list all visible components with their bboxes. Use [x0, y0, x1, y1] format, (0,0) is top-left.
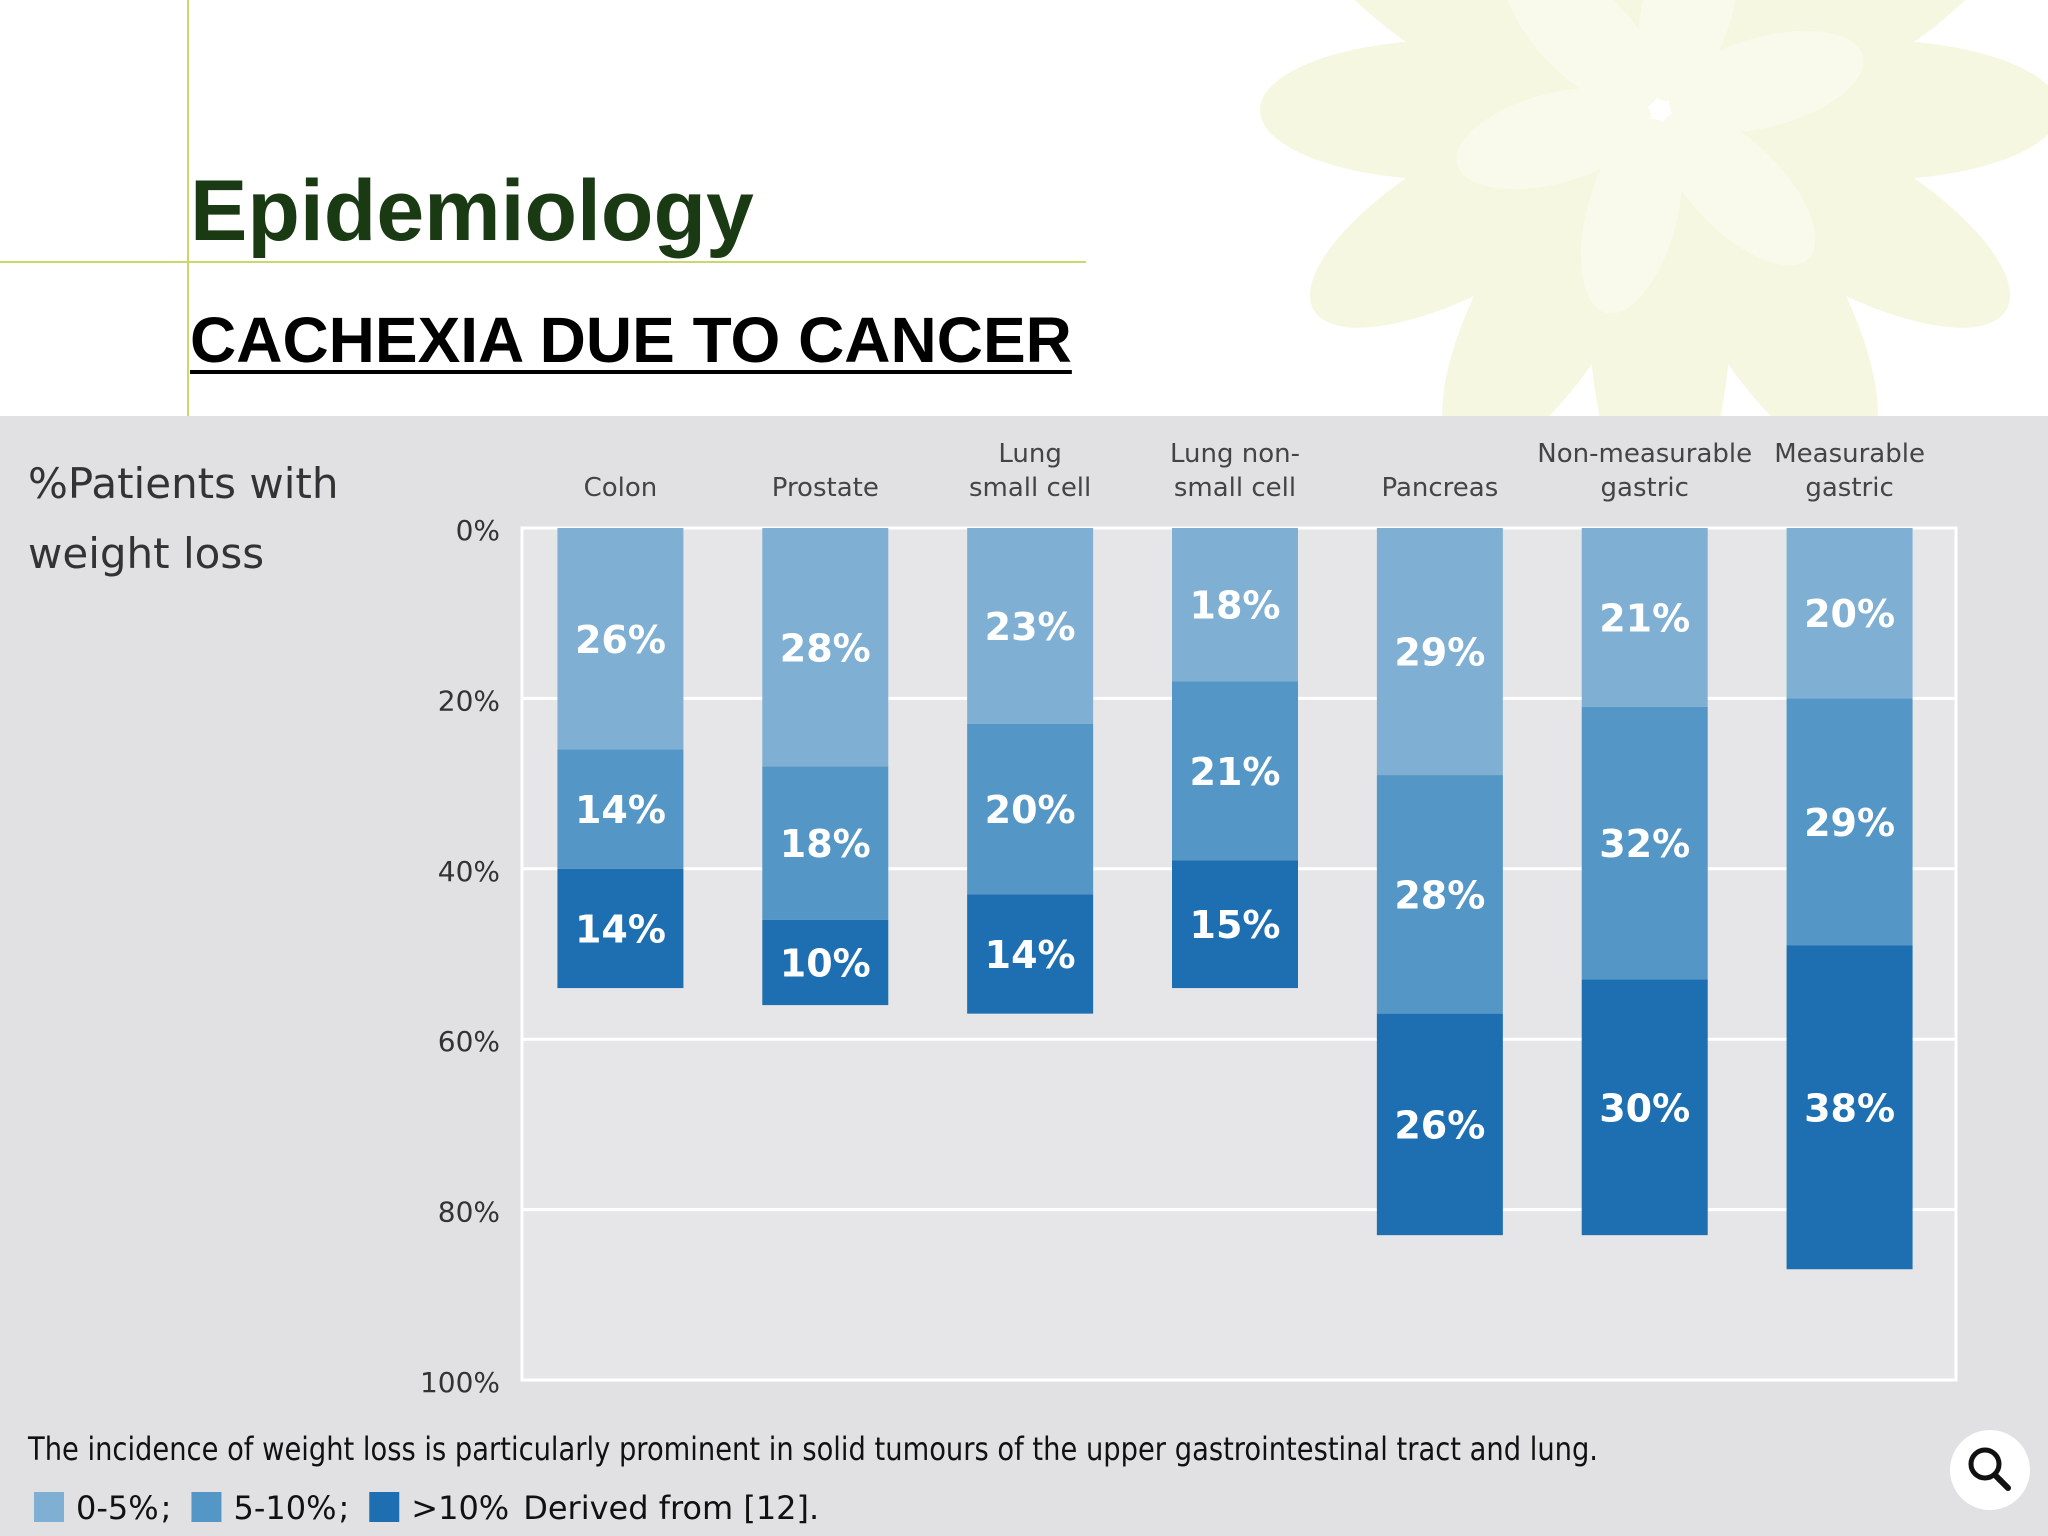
legend-label: >10%	[411, 1489, 509, 1527]
bar-segment	[1172, 528, 1298, 682]
category-label: Lung non-	[1170, 439, 1300, 469]
slide-subtitle: CACHEXIA DUE TO CANCER	[190, 304, 1072, 376]
bar-segment	[1786, 528, 1913, 699]
legend-separator: ;	[161, 1489, 172, 1527]
bar-value-label: 28%	[780, 626, 871, 670]
bar-segment	[967, 528, 1094, 724]
y-tick-label: 20%	[438, 684, 500, 717]
bar-value-label: 21%	[1190, 750, 1281, 794]
stacked-bar-chart: 0% 20% 40% 60% 80% 100% %Patients with weight l…	[27, 439, 1958, 1527]
y-tick-label: 100%	[420, 1366, 500, 1399]
category-label: gastric	[1601, 473, 1689, 503]
bar-value-label: 10%	[780, 942, 871, 986]
category-label: Prostate	[772, 473, 879, 503]
legend-source-note: Derived from [12].	[523, 1489, 819, 1527]
bar-segment	[762, 919, 889, 1006]
bar-value-label: 28%	[1394, 873, 1485, 917]
category-label: Lung	[998, 439, 1062, 469]
bar-segment	[1581, 706, 1708, 980]
chart-caption: The incidence of weight loss is particul…	[27, 1430, 1598, 1468]
y-tick-label: 80%	[438, 1196, 500, 1229]
bar-value-label: 14%	[985, 933, 1076, 977]
legend-swatch	[191, 1492, 222, 1522]
bar-segment	[1581, 528, 1708, 707]
y-axis-label: %Patients with	[28, 459, 339, 508]
bar-segment	[967, 723, 1094, 895]
category-label: Colon	[584, 473, 658, 503]
category-label: gastric	[1805, 473, 1893, 503]
bar-value-label: 15%	[1190, 903, 1281, 947]
bar-value-label: 30%	[1599, 1086, 1690, 1130]
bar-value-label: 38%	[1804, 1086, 1895, 1130]
flower-watermark	[1260, 0, 2048, 510]
bar-segment	[1786, 698, 1913, 946]
bar-segment	[1786, 945, 1913, 1270]
category-label: small cell	[1174, 473, 1296, 503]
legend-separator: ;	[338, 1489, 349, 1527]
y-tick-label: 0%	[456, 514, 500, 547]
category-label: small cell	[969, 473, 1091, 503]
bar-value-label: 20%	[1804, 592, 1895, 636]
bar-value-label: 18%	[780, 822, 871, 866]
bar-value-label: 26%	[575, 618, 666, 662]
bar-segment	[967, 894, 1094, 1014]
bar-segment	[1376, 775, 1503, 1014]
y-tick-label: 60%	[438, 1025, 500, 1058]
bar-segment	[1172, 681, 1298, 861]
bar-segment	[557, 868, 684, 989]
bar-value-label: 14%	[575, 907, 666, 951]
slide-title: Epidemiology	[190, 163, 754, 259]
bar-value-label: 32%	[1599, 822, 1690, 866]
legend-swatch	[34, 1492, 64, 1522]
bar-value-label: 18%	[1190, 584, 1281, 628]
bar-value-label: 14%	[575, 788, 666, 832]
chart-panel: 0% 20% 40% 60% 80% 100% %Patients with weight l…	[0, 416, 2048, 1536]
zoom-button[interactable]	[1950, 1430, 2030, 1510]
bar-segment	[557, 528, 684, 750]
legend-label: 0-5%	[76, 1489, 159, 1527]
category-label: Pancreas	[1381, 473, 1498, 503]
bar-value-label: 26%	[1394, 1103, 1485, 1147]
bar-value-label: 29%	[1394, 631, 1485, 675]
bar-value-label: 20%	[985, 788, 1076, 832]
bar-segment	[557, 749, 684, 869]
bar-value-label: 23%	[985, 605, 1076, 649]
bar-value-label: 21%	[1599, 596, 1690, 640]
y-tick-label: 40%	[438, 855, 500, 888]
legend-label: 5-10%	[233, 1489, 336, 1527]
bar-segment	[1376, 528, 1503, 776]
bar-segment	[762, 528, 889, 767]
bar-segment	[1172, 860, 1298, 989]
category-label: Measurable	[1774, 439, 1925, 469]
bar-segment	[762, 766, 889, 920]
magnifier-icon	[1968, 1447, 2011, 1491]
legend-swatch	[369, 1492, 400, 1522]
bar-value-label: 29%	[1804, 801, 1895, 845]
category-label: Non-measurable	[1537, 439, 1752, 469]
bar-segment	[1581, 979, 1708, 1236]
y-axis-label: weight loss	[28, 529, 264, 578]
bar-segment	[1376, 1013, 1503, 1236]
